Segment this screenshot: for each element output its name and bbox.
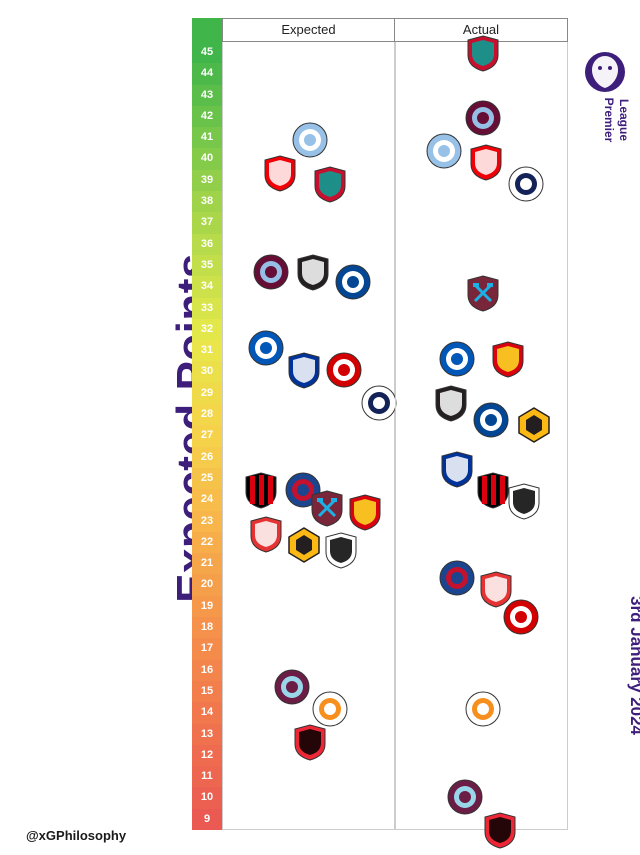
team-badge-wol [514, 405, 554, 445]
ladder-rung: 26 [192, 447, 222, 468]
team-badge-bou [241, 470, 281, 510]
ladder-rung: 38 [192, 191, 222, 212]
ladder-rung: 32 [192, 319, 222, 340]
points-ladder: 4544434241403938373635343332313029282726… [192, 42, 222, 830]
actual-column [395, 42, 568, 830]
svg-text:League: League [617, 99, 631, 141]
team-badge-new [431, 383, 471, 423]
team-badge-eve [284, 350, 324, 390]
team-badge-tot [359, 383, 399, 423]
ladder-rung: 21 [192, 553, 222, 574]
ladder-rung: 39 [192, 170, 222, 191]
premier-league-logo: Premier League [578, 48, 632, 168]
header-corner [192, 18, 222, 42]
ladder-rung: 13 [192, 724, 222, 745]
ladder-rung: 18 [192, 617, 222, 638]
ladder-rung: 23 [192, 511, 222, 532]
ladder-rung: 17 [192, 638, 222, 659]
team-badge-whu [463, 273, 503, 313]
ladder-rung: 41 [192, 127, 222, 148]
ladder-rung: 20 [192, 574, 222, 595]
team-badge-bha [246, 328, 286, 368]
ladder-rung: 44 [192, 63, 222, 84]
team-badge-ars [260, 153, 300, 193]
team-badge-ars [466, 142, 506, 182]
team-badge-mun [345, 492, 385, 532]
ladder-rung: 29 [192, 383, 222, 404]
ladder-rung: 11 [192, 766, 222, 787]
ladder-rung: 34 [192, 276, 222, 297]
ladder-rung: 36 [192, 234, 222, 255]
ladder-rung: 33 [192, 298, 222, 319]
team-badge-cry [437, 558, 477, 598]
team-badge-shu [480, 810, 520, 850]
team-badge-nfo [246, 514, 286, 554]
ladder-rung: 10 [192, 787, 222, 808]
svg-text:Premier: Premier [602, 98, 616, 143]
team-badge-new [293, 252, 333, 292]
team-badge-mun [488, 339, 528, 379]
ladder-rung: 45 [192, 42, 222, 63]
team-badge-eve [437, 449, 477, 489]
team-badge-whu [307, 488, 347, 528]
expected-column [222, 42, 395, 830]
team-badge-che [471, 400, 511, 440]
ladder-rung: 30 [192, 361, 222, 382]
team-badge-wol [284, 525, 324, 565]
credit-handle: @xGPhilosophy [26, 828, 126, 843]
team-badge-ful [504, 481, 544, 521]
team-badge-lut [463, 689, 503, 729]
ladder-rung: 35 [192, 255, 222, 276]
ladder-rung: 16 [192, 660, 222, 681]
header-expected: Expected [222, 18, 395, 42]
ladder-rung: 42 [192, 106, 222, 127]
team-badge-bre [501, 597, 541, 637]
ladder-rung: 15 [192, 681, 222, 702]
ladder-rung: 31 [192, 340, 222, 361]
ladder-rung: 27 [192, 425, 222, 446]
ladder-rung: 28 [192, 404, 222, 425]
ladder-rung: 25 [192, 468, 222, 489]
team-badge-ful [321, 530, 361, 570]
team-badge-avl [463, 98, 503, 138]
team-badge-tot [506, 164, 546, 204]
team-badge-shu [290, 722, 330, 762]
points-chart: Expected Actual 454443424140393837363534… [192, 18, 568, 830]
ladder-rung: 9 [192, 809, 222, 830]
team-badge-bha [437, 339, 477, 379]
ladder-rung: 24 [192, 489, 222, 510]
ladder-rung: 12 [192, 745, 222, 766]
ladder-rung: 37 [192, 212, 222, 233]
team-badge-liv [310, 164, 350, 204]
ladder-rung: 40 [192, 148, 222, 169]
team-badge-mci [424, 131, 464, 171]
team-badge-liv [463, 33, 503, 73]
ladder-rung: 22 [192, 532, 222, 553]
ladder-rung: 43 [192, 85, 222, 106]
team-badge-bur [272, 667, 312, 707]
team-badge-che [333, 262, 373, 302]
ladder-rung: 19 [192, 596, 222, 617]
team-badge-avl [251, 252, 291, 292]
chart-date: 3rd January 2024 [626, 596, 640, 735]
ladder-rung: 14 [192, 702, 222, 723]
